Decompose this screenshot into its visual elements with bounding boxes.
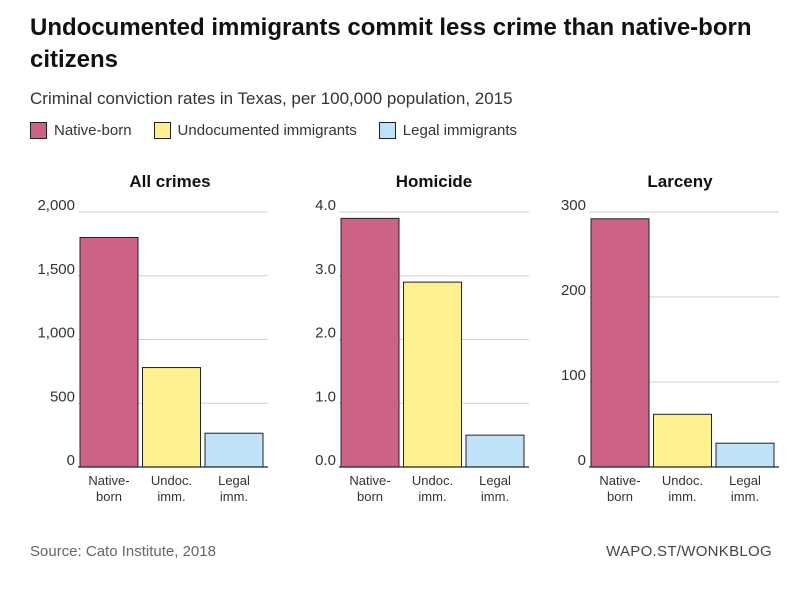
- all-crimes-tick-label: 1,500: [37, 261, 75, 278]
- legend-label-native-born: Native-born: [54, 122, 132, 139]
- larceny-tick-label: 0: [578, 452, 586, 469]
- all-crimes-tick-label: 2,000: [37, 197, 75, 214]
- source-note: Source: Cato Institute, 2018: [30, 543, 216, 560]
- homicide-bar-legal-imm: [465, 434, 525, 468]
- homicide-panel-title: Homicide: [396, 172, 473, 191]
- all-crimes-category-label: Native-: [88, 473, 129, 488]
- all-crimes-bar-native-born: [79, 237, 139, 468]
- legend-item-undocumented: Undocumented immigrants: [153, 122, 357, 139]
- homicide-category-label: Native-: [349, 473, 390, 488]
- homicide-category-label: born: [357, 489, 383, 504]
- legend-item-legal: Legal immigrants: [378, 122, 518, 139]
- legend-item-native-born: Native-born: [30, 122, 132, 139]
- homicide-tick-label: 0.0: [315, 452, 336, 469]
- larceny-tick-label: 100: [561, 367, 586, 384]
- all-crimes-tick-label: 0: [67, 452, 75, 469]
- homicide-category-label: imm.: [418, 489, 446, 504]
- all-crimes-category-label: Undoc.: [151, 473, 192, 488]
- homicide-category-label: Legal: [479, 473, 511, 488]
- homicide-tick-label: 2.0: [315, 325, 336, 342]
- credit-link[interactable]: WAPO.ST/WONKBLOG: [606, 543, 772, 560]
- larceny-category-label: imm.: [668, 489, 696, 504]
- chart-title: Undocumented immigrants commit less crim…: [30, 14, 752, 73]
- all-crimes-bar-legal-imm: [204, 432, 264, 468]
- larceny-bar-undoc-imm: [653, 413, 712, 468]
- all-crimes-category-label: imm.: [220, 489, 248, 504]
- larceny-tick-label: 300: [561, 197, 586, 214]
- legend-swatch-native-born: [30, 122, 47, 139]
- larceny-category-label: Legal: [729, 473, 761, 488]
- all-crimes-tick-label: 1,000: [37, 325, 75, 342]
- legend-label-undocumented: Undocumented immigrants: [177, 122, 357, 139]
- larceny-tick-label: 200: [561, 282, 586, 299]
- homicide-category-label: imm.: [481, 489, 509, 504]
- larceny-category-label: Undoc.: [662, 473, 703, 488]
- all-crimes-category-label: born: [96, 489, 122, 504]
- legend-label-legal: Legal immigrants: [402, 122, 518, 139]
- larceny-panel-title: Larceny: [647, 172, 713, 191]
- all-crimes-category-label: imm.: [157, 489, 185, 504]
- all-crimes-category-label: Legal: [218, 473, 250, 488]
- larceny-category-label: born: [607, 489, 633, 504]
- chart-subtitle: Criminal conviction rates in Texas, per …: [30, 89, 513, 108]
- legend: Native-born Undocumented immigrants Lega…: [30, 122, 539, 139]
- homicide-tick-label: 3.0: [315, 261, 336, 278]
- legend-swatch-undocumented: [153, 122, 171, 139]
- homicide-bar-undoc-imm: [403, 281, 462, 468]
- larceny-category-label: Native-: [599, 473, 640, 488]
- larceny-bar-native-born: [590, 218, 650, 468]
- larceny-category-label: imm.: [731, 489, 759, 504]
- homicide-tick-label: 4.0: [315, 197, 336, 214]
- homicide-category-label: Undoc.: [412, 473, 453, 488]
- larceny-bar-legal-imm: [715, 442, 775, 468]
- all-crimes-tick-label: 500: [50, 388, 75, 405]
- homicide-bar-native-born: [340, 217, 400, 468]
- all-crimes-bar-undoc-imm: [142, 367, 201, 468]
- homicide-tick-label: 1.0: [315, 388, 336, 405]
- legend-swatch-legal: [378, 122, 396, 139]
- all-crimes-panel-title: All crimes: [129, 172, 210, 191]
